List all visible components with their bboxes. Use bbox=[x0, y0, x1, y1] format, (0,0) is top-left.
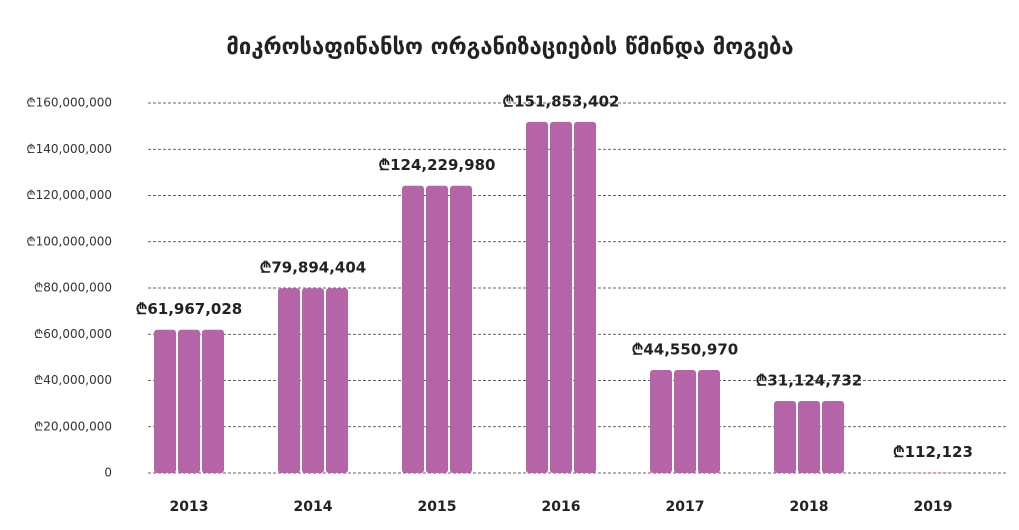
x-tick-label: 2018 bbox=[790, 499, 829, 515]
y-tick-label: ₾120,000,000 bbox=[26, 188, 112, 202]
y-tick-label: ₾100,000,000 bbox=[26, 234, 112, 248]
value-label: ₾44,550,970 bbox=[632, 340, 738, 358]
y-tick-label: 0 bbox=[104, 466, 112, 480]
y-tick-label: ₾140,000,000 bbox=[26, 142, 112, 156]
x-tick-label: 2016 bbox=[542, 499, 581, 515]
value-label: ₾151,853,402 bbox=[503, 92, 620, 110]
x-tick-label: 2019 bbox=[914, 499, 953, 515]
y-tick-label: ₾40,000,000 bbox=[34, 373, 112, 387]
bar bbox=[278, 288, 300, 473]
bar bbox=[302, 288, 324, 473]
x-tick-label: 2014 bbox=[294, 499, 333, 515]
bar bbox=[402, 185, 424, 473]
value-label: ₾61,967,028 bbox=[136, 300, 242, 318]
x-tick-label: 2017 bbox=[666, 499, 705, 515]
value-label: ₾112,123 bbox=[893, 443, 973, 461]
x-tick-label: 2015 bbox=[418, 499, 457, 515]
bar bbox=[178, 329, 200, 473]
value-label: ₾124,229,980 bbox=[379, 156, 496, 174]
y-tick-label: ₾60,000,000 bbox=[34, 327, 112, 341]
bar bbox=[202, 329, 224, 473]
y-tick-label: ₾20,000,000 bbox=[34, 419, 112, 433]
bar bbox=[822, 401, 844, 473]
bar bbox=[154, 329, 176, 473]
x-tick-label: 2013 bbox=[170, 499, 209, 515]
value-label: ₾79,894,404 bbox=[260, 259, 366, 277]
bar bbox=[650, 369, 672, 473]
chart-title: მიკროსაფინანსო ორგანიზაციების წმინდა მოგ… bbox=[226, 35, 793, 60]
y-tick-label: ₾80,000,000 bbox=[34, 281, 112, 295]
bar bbox=[798, 401, 820, 473]
bar bbox=[574, 121, 596, 474]
bar bbox=[698, 369, 720, 473]
value-label: ₾31,124,732 bbox=[756, 372, 862, 390]
bar bbox=[326, 288, 348, 473]
bar bbox=[426, 185, 448, 473]
bar bbox=[526, 121, 548, 474]
bar bbox=[450, 185, 472, 473]
y-tick-label: ₾160,000,000 bbox=[26, 96, 112, 110]
bar bbox=[550, 121, 572, 474]
bar bbox=[674, 369, 696, 473]
bar bbox=[774, 401, 796, 473]
